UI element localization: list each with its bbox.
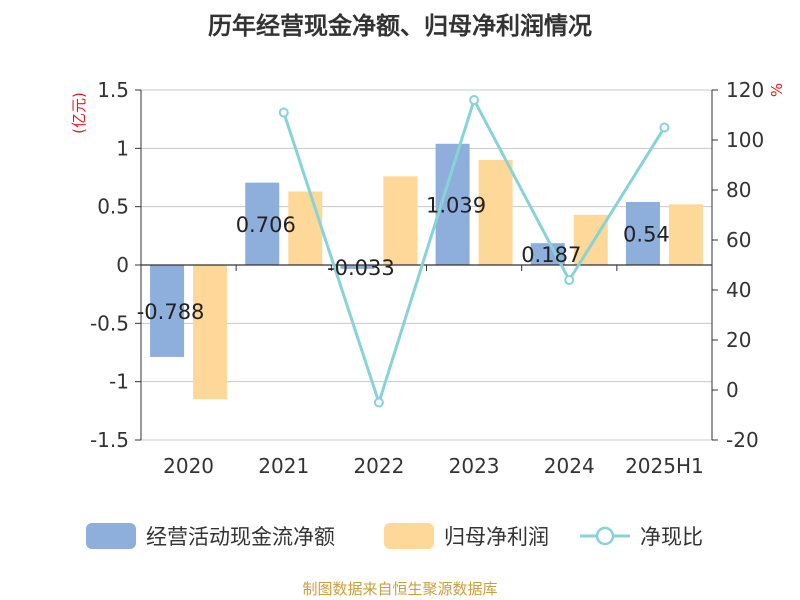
left-tick-label: -1 bbox=[109, 370, 129, 394]
chart-title: 历年经营现金净额、归母净利润情况 bbox=[208, 12, 592, 40]
legend: 经营活动现金流净额 归母净利润 净现比 bbox=[0, 516, 800, 556]
bar-ocf bbox=[530, 243, 565, 265]
ocf-data-label: -0.033 bbox=[327, 256, 395, 280]
right-tick-label: 40 bbox=[726, 278, 751, 302]
legend-item-ocf: 经营活动现金流净额 bbox=[86, 516, 335, 556]
axes: -1.5 -1 -0.5 0 0.5 1 1.5 -20 0 20 40 60 80 100 120 2020… bbox=[70, 78, 786, 478]
right-tick-label: 0 bbox=[726, 378, 739, 402]
right-tick-label: 20 bbox=[726, 328, 751, 352]
bar-ocf bbox=[150, 265, 185, 357]
ratio-point bbox=[469, 95, 480, 105]
legend-item-profit: 归母净利润 bbox=[384, 516, 549, 556]
left-tick-label: 1 bbox=[116, 136, 129, 160]
ocf-data-label: 1.039 bbox=[426, 193, 486, 217]
left-axis-title: (亿元) bbox=[70, 92, 88, 134]
bar-profit bbox=[383, 176, 418, 265]
ratio-line-group bbox=[278, 95, 670, 408]
ocf-data-label: 0.706 bbox=[236, 213, 296, 237]
right-tick-label: 100 bbox=[726, 128, 764, 152]
right-tick-label: 120 bbox=[726, 78, 764, 102]
bar-profit bbox=[668, 204, 703, 265]
legend-item-ratio: 净现比 bbox=[580, 516, 703, 556]
bar-profit bbox=[573, 214, 608, 265]
left-tick-label: 1.5 bbox=[97, 78, 129, 102]
legend-label-ratio: 净现比 bbox=[640, 525, 703, 549]
category-label: 2021 bbox=[258, 454, 309, 478]
data-labels: -0.788 0.706 -0.033 1.039 0.187 0.54 bbox=[137, 193, 670, 324]
bar-profit bbox=[478, 160, 513, 265]
legend-swatch-profit bbox=[384, 523, 434, 549]
bar-profit bbox=[288, 191, 323, 265]
right-tick-label: -20 bbox=[726, 428, 759, 452]
source-note: 制图数据来自恒生聚源数据库 bbox=[302, 580, 498, 598]
right-tick-label: 80 bbox=[726, 178, 751, 202]
legend-swatch-ratio bbox=[580, 526, 630, 546]
bar-ocf bbox=[625, 202, 660, 265]
legend-swatch-ocf bbox=[86, 523, 136, 549]
left-tick-label: 0 bbox=[116, 253, 129, 277]
bar-profit bbox=[193, 265, 228, 400]
ocf-data-label: 0.54 bbox=[623, 223, 670, 247]
right-tick-label: 60 bbox=[726, 228, 751, 252]
ratio-point bbox=[564, 275, 575, 285]
ocf-data-label: -0.788 bbox=[137, 300, 205, 324]
ratio-point bbox=[659, 122, 670, 133]
grid-lines bbox=[141, 89, 712, 441]
category-label: 2024 bbox=[544, 454, 595, 478]
ocf-data-label: 0.187 bbox=[521, 243, 581, 267]
bar-ocf bbox=[340, 265, 375, 269]
category-label: 2020 bbox=[163, 454, 214, 478]
ratio-point bbox=[373, 397, 384, 408]
bar-group bbox=[150, 143, 703, 400]
bar-ocf bbox=[245, 182, 280, 265]
legend-label-ocf: 经营活动现金流净额 bbox=[146, 525, 335, 549]
left-tick-label: 0.5 bbox=[97, 195, 129, 219]
legend-label-profit: 归母净利润 bbox=[444, 525, 549, 549]
category-label: 2023 bbox=[449, 454, 500, 478]
left-tick-label: -0.5 bbox=[90, 311, 129, 335]
category-label: 2025H1 bbox=[625, 454, 704, 478]
ratio-point bbox=[278, 107, 289, 118]
right-axis-title: % bbox=[768, 83, 786, 97]
category-label: 2022 bbox=[353, 454, 404, 478]
left-tick-label: -1.5 bbox=[90, 428, 129, 452]
